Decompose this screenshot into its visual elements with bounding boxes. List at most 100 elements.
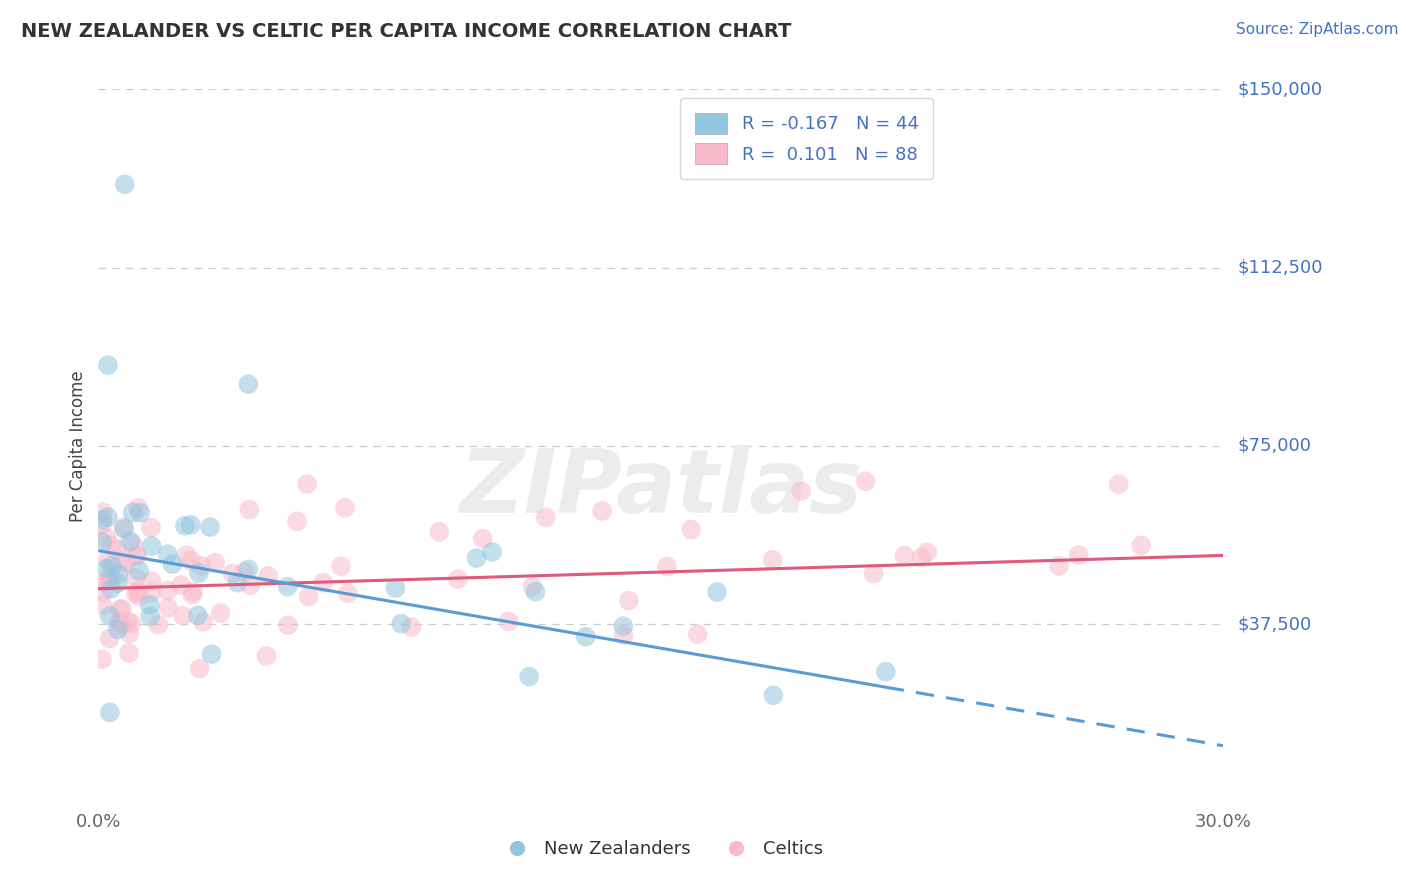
Point [100,570,122,584]
Point [124,586,146,600]
Point [108,566,131,581]
Point [172,608,194,623]
Point [1067,548,1090,562]
Point [239,578,262,592]
Point [108,615,131,630]
Point [139,520,162,534]
Text: ZIPatlas: ZIPatlas [460,445,862,533]
Point [96,561,118,575]
Point [148,617,170,632]
Point [257,569,280,583]
Point [111,618,134,632]
Point [204,556,226,570]
Point [120,616,142,631]
Point [498,615,520,629]
Point [91,513,114,527]
Point [312,575,335,590]
Y-axis label: Per Capita Income: Per Capita Income [69,370,87,522]
Point [277,618,299,632]
Point [162,557,184,571]
Point [111,602,134,616]
Point [617,594,640,608]
Text: NEW ZEALANDER VS CELTIC PER CAPITA INCOME CORRELATION CHART: NEW ZEALANDER VS CELTIC PER CAPITA INCOM… [21,22,792,41]
Point [233,565,256,579]
Point [336,586,359,600]
Point [591,504,613,518]
Point [91,505,114,519]
Text: Source: ZipAtlas.com: Source: ZipAtlas.com [1236,22,1399,37]
Point [401,620,423,634]
Legend: New Zealanders, Celtics: New Zealanders, Celtics [492,833,830,865]
Point [114,557,136,571]
Point [124,571,146,585]
Point [706,585,728,599]
Point [389,616,412,631]
Point [91,585,114,599]
Point [112,520,135,534]
Point [862,566,884,581]
Point [762,553,785,567]
Text: $150,000: $150,000 [1237,80,1322,98]
Point [118,626,141,640]
Point [1108,477,1130,491]
Point [128,564,150,578]
Point [612,628,634,642]
Point [110,615,132,629]
Point [330,559,353,574]
Point [91,652,114,666]
Point [277,580,299,594]
Point [117,615,139,629]
Point [295,477,318,491]
Point [125,549,148,563]
Point [238,502,260,516]
Point [93,574,115,589]
Text: $37,500: $37,500 [1237,615,1312,633]
Point [98,706,121,720]
Point [180,517,202,532]
Point [209,606,232,620]
Point [198,520,221,534]
Text: $112,500: $112,500 [1237,259,1323,277]
Point [114,178,136,192]
Point [187,566,209,580]
Point [121,506,143,520]
Point [893,549,915,563]
Point [465,551,488,566]
Point [522,580,544,594]
Point [97,553,120,567]
Point [170,578,193,592]
Point [875,665,897,679]
Point [156,547,179,561]
Point [98,608,121,623]
Point [524,584,547,599]
Point [534,510,557,524]
Point [910,550,932,565]
Point [91,599,114,613]
Point [97,510,120,524]
Point [122,538,145,552]
Point [238,562,260,576]
Point [238,377,260,392]
Point [333,500,356,515]
Point [118,646,141,660]
Point [125,549,148,563]
Point [100,582,122,596]
Point [120,534,142,549]
Point [127,500,149,515]
Point [91,517,114,532]
Point [447,572,470,586]
Point [176,548,198,562]
Point [517,669,540,683]
Point [129,506,152,520]
Point [157,600,180,615]
Point [174,518,197,533]
Point [191,615,214,629]
Point [915,545,938,559]
Point [762,688,785,702]
Point [256,648,278,663]
Point [98,632,121,646]
Point [107,623,129,637]
Point [127,583,149,598]
Point [686,627,709,641]
Point [156,583,179,598]
